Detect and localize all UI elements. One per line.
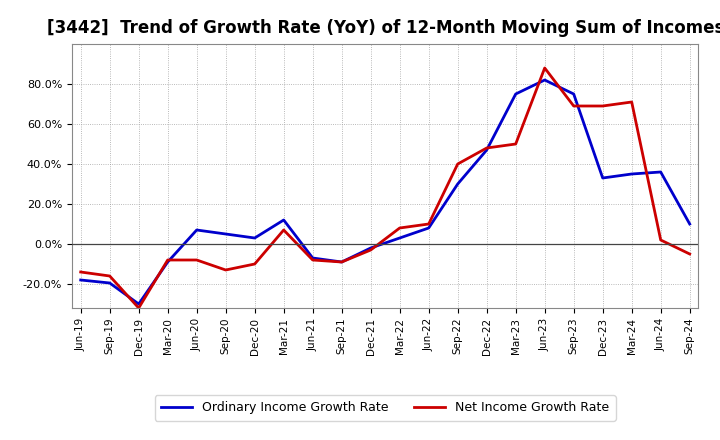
Net Income Growth Rate (657, 237, 665, 242)
Ordinary Income Growth Rate (279, 217, 288, 223)
Ordinary Income Growth Rate (627, 171, 636, 176)
Net Income Growth Rate (338, 259, 346, 264)
Net Income Growth Rate (135, 305, 143, 311)
Ordinary Income Growth Rate (424, 225, 433, 231)
Net Income Growth Rate (424, 221, 433, 227)
Net Income Growth Rate (279, 227, 288, 233)
Ordinary Income Growth Rate (454, 181, 462, 187)
Net Income Growth Rate (105, 273, 114, 279)
Net Income Growth Rate (308, 257, 317, 263)
Net Income Growth Rate (76, 269, 85, 275)
Net Income Growth Rate (685, 251, 694, 257)
Net Income Growth Rate (454, 161, 462, 167)
Ordinary Income Growth Rate (192, 227, 201, 233)
Ordinary Income Growth Rate (308, 255, 317, 260)
Line: Ordinary Income Growth Rate: Ordinary Income Growth Rate (81, 80, 690, 304)
Net Income Growth Rate (251, 261, 259, 267)
Ordinary Income Growth Rate (511, 92, 520, 97)
Net Income Growth Rate (192, 257, 201, 263)
Ordinary Income Growth Rate (251, 235, 259, 241)
Ordinary Income Growth Rate (657, 169, 665, 175)
Ordinary Income Growth Rate (598, 176, 607, 181)
Ordinary Income Growth Rate (541, 77, 549, 83)
Net Income Growth Rate (221, 268, 230, 273)
Net Income Growth Rate (541, 66, 549, 71)
Ordinary Income Growth Rate (135, 301, 143, 307)
Net Income Growth Rate (366, 247, 375, 253)
Net Income Growth Rate (395, 225, 404, 231)
Net Income Growth Rate (627, 99, 636, 105)
Net Income Growth Rate (570, 103, 578, 109)
Line: Net Income Growth Rate: Net Income Growth Rate (81, 68, 690, 308)
Net Income Growth Rate (482, 145, 491, 150)
Ordinary Income Growth Rate (221, 231, 230, 237)
Ordinary Income Growth Rate (163, 259, 172, 264)
Ordinary Income Growth Rate (395, 235, 404, 241)
Net Income Growth Rate (598, 103, 607, 109)
Title: [3442]  Trend of Growth Rate (YoY) of 12-Month Moving Sum of Incomes: [3442] Trend of Growth Rate (YoY) of 12-… (47, 19, 720, 37)
Ordinary Income Growth Rate (482, 147, 491, 153)
Ordinary Income Growth Rate (105, 280, 114, 286)
Ordinary Income Growth Rate (338, 259, 346, 264)
Ordinary Income Growth Rate (570, 92, 578, 97)
Net Income Growth Rate (511, 141, 520, 147)
Ordinary Income Growth Rate (76, 277, 85, 282)
Net Income Growth Rate (163, 257, 172, 263)
Ordinary Income Growth Rate (685, 221, 694, 227)
Ordinary Income Growth Rate (366, 246, 375, 251)
Legend: Ordinary Income Growth Rate, Net Income Growth Rate: Ordinary Income Growth Rate, Net Income … (155, 395, 616, 421)
